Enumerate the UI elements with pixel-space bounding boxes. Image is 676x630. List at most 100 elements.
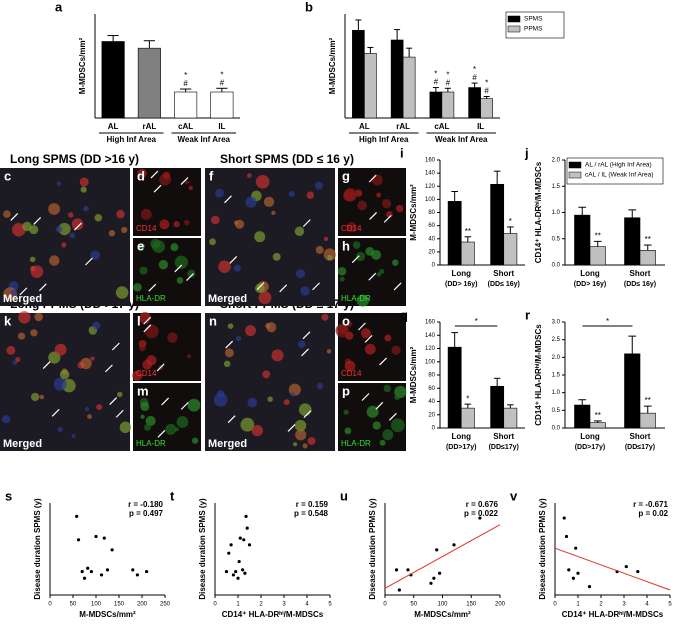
- legend-label: SPMS: [524, 16, 543, 23]
- y-tick-label: 160: [425, 320, 436, 326]
- x-axis-label: M-MDSCs/mm²: [79, 610, 136, 619]
- cell: [187, 398, 201, 412]
- cell: [11, 222, 26, 237]
- fit-line: [554, 547, 671, 591]
- arrow: [174, 264, 183, 273]
- arrow: [368, 272, 377, 281]
- y-tick-label: 20: [428, 412, 435, 418]
- arrow: [368, 174, 377, 183]
- y-tick-label: 60: [428, 386, 435, 392]
- significance-marker: *: [466, 394, 469, 403]
- x-tick-label: Long: [580, 432, 600, 441]
- cell: [323, 248, 336, 261]
- stain-label: HLA-DR: [136, 294, 166, 303]
- bar: [480, 98, 493, 119]
- image-title: Short SPMS (DD ≤ 16 y): [220, 152, 354, 166]
- y-tick-label: 160: [425, 158, 436, 164]
- cell: [176, 416, 189, 428]
- x-tick-label: 0: [213, 602, 217, 608]
- x-tick-label: 50: [70, 602, 77, 608]
- stain-label: Merged: [208, 293, 247, 305]
- y-tick-label: 0.5: [552, 236, 561, 242]
- y-tick-label: 120: [425, 346, 436, 352]
- point: [571, 576, 576, 580]
- cell: [343, 188, 358, 202]
- y-tick-label: 0: [432, 426, 436, 432]
- cell: [265, 323, 271, 329]
- cell: [307, 436, 316, 446]
- stain-label: HLA-DR: [341, 294, 371, 303]
- x-tick-label: Long: [580, 269, 600, 278]
- x-tick-label: 0: [553, 602, 557, 608]
- cell: [290, 392, 295, 397]
- point: [135, 573, 139, 577]
- significance-marker: *: [184, 71, 187, 80]
- cell: [87, 414, 92, 419]
- arrow: [227, 415, 236, 424]
- bar: [503, 407, 518, 429]
- bar: [624, 353, 641, 429]
- cell: [54, 343, 67, 356]
- bar: [137, 47, 161, 119]
- cell: [272, 252, 281, 261]
- x-axis-label: CD14⁺ HLA-DRʰⁱ/M-MDSCs: [222, 609, 324, 619]
- significance-marker: *: [473, 65, 476, 74]
- cell: [90, 250, 100, 261]
- panel-letter: q: [400, 307, 408, 322]
- cell: [344, 427, 352, 435]
- cell: [296, 269, 306, 279]
- y-tick-label: 20: [428, 249, 435, 255]
- point: [564, 534, 569, 539]
- legend-swatch: [507, 15, 521, 23]
- panel-letter: h: [342, 238, 350, 253]
- cell: [116, 210, 125, 219]
- cell: [247, 173, 252, 178]
- legend-swatch: [507, 25, 521, 33]
- cell: [146, 355, 157, 366]
- x-tick-label: 0: [48, 602, 52, 608]
- cell: [255, 283, 265, 294]
- cell: [30, 265, 44, 278]
- bar: [101, 41, 125, 119]
- panel-letter: u: [340, 488, 348, 503]
- bar: [352, 30, 365, 119]
- cell: [139, 344, 146, 352]
- cell: [96, 404, 103, 411]
- panel-letter: n: [209, 313, 217, 328]
- point: [231, 573, 235, 577]
- cell: [382, 429, 394, 441]
- cell: [57, 427, 63, 433]
- cell: [22, 221, 32, 232]
- point: [89, 569, 93, 574]
- cell: [240, 417, 255, 432]
- arrow: [383, 214, 392, 223]
- cell: [133, 283, 142, 292]
- group-label: High Inf Area: [359, 135, 409, 144]
- p-value: p = 0.497: [129, 509, 164, 518]
- cell: [158, 259, 169, 270]
- stain-label: Merged: [3, 438, 42, 450]
- y-tick-label: 1.0: [552, 390, 561, 396]
- cell: [119, 421, 132, 434]
- cell: [392, 259, 399, 266]
- cell: [94, 213, 103, 222]
- point: [224, 569, 229, 574]
- x-tick-label: 4: [305, 602, 309, 608]
- cell: [167, 332, 178, 343]
- cell: [218, 260, 231, 273]
- x-tick-label: 150: [114, 602, 125, 608]
- panel-letter: l: [137, 313, 141, 328]
- cell: [170, 243, 179, 252]
- point: [131, 568, 135, 572]
- arrow: [143, 324, 152, 333]
- stain-label: CD14: [341, 369, 362, 378]
- significance-marker: #: [434, 78, 439, 87]
- cell: [10, 289, 17, 296]
- cell: [357, 200, 367, 211]
- significance-marker: #: [220, 78, 225, 87]
- stain-label: HLA-DR: [136, 439, 166, 448]
- cell: [267, 396, 273, 402]
- significance-marker: *: [446, 70, 449, 79]
- cell: [271, 210, 276, 216]
- cell: [90, 356, 95, 361]
